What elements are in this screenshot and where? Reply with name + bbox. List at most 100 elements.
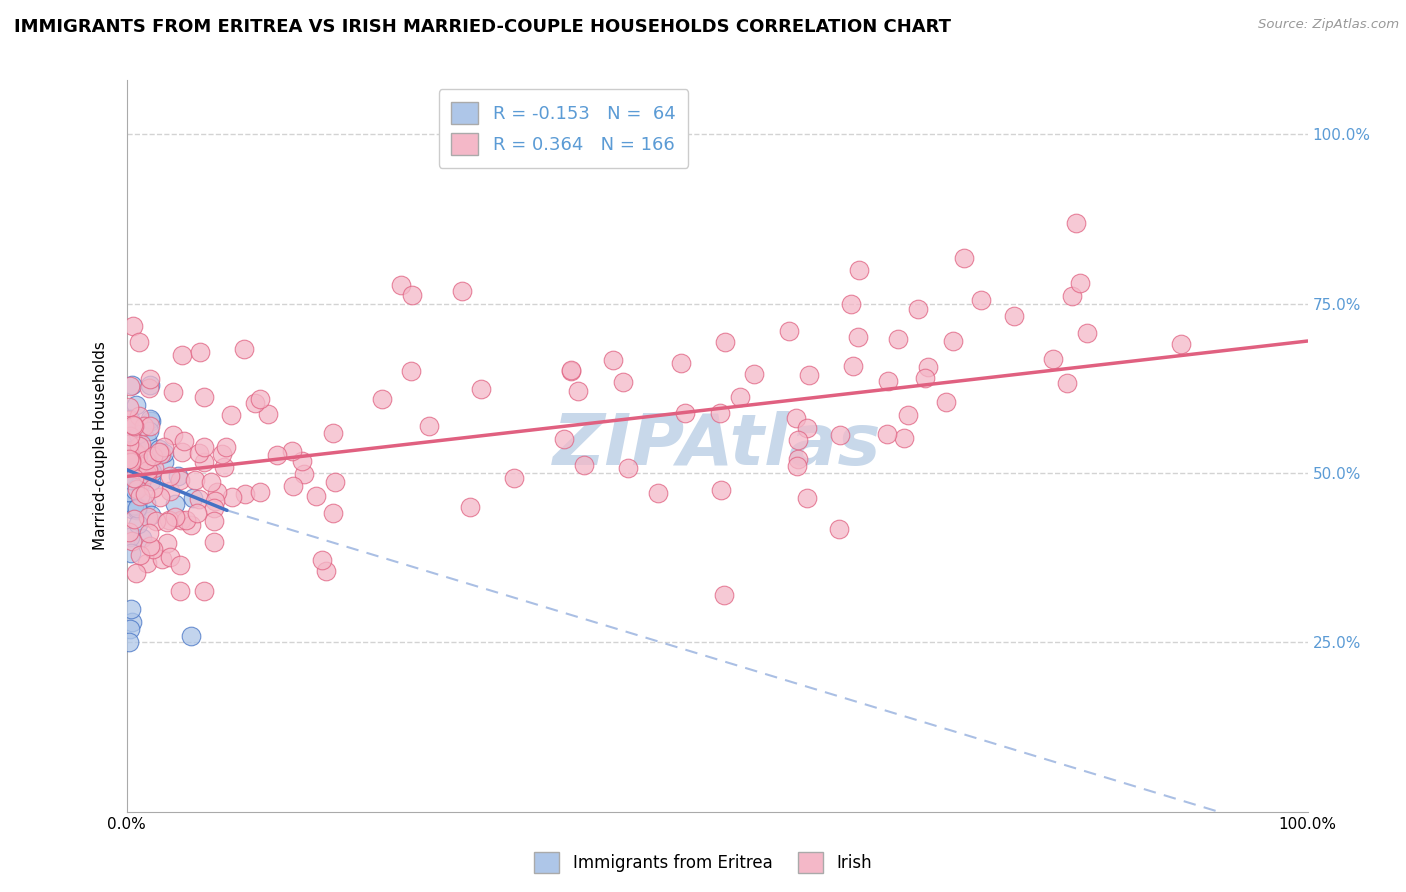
Y-axis label: Married-couple Households: Married-couple Households — [93, 342, 108, 550]
Point — [202, 534, 225, 549]
Point — [169, 473, 191, 487]
Point — [907, 301, 929, 316]
Point — [193, 440, 215, 454]
Legend: Immigrants from Eritrea, Irish: Immigrants from Eritrea, Irish — [527, 846, 879, 880]
Point — [169, 584, 191, 599]
Point — [1060, 289, 1083, 303]
Point — [139, 372, 162, 386]
Point — [828, 522, 851, 536]
Point — [118, 437, 141, 451]
Point — [120, 412, 142, 426]
Point — [914, 371, 936, 385]
Point — [219, 408, 242, 422]
Text: IMMIGRANTS FROM ERITREA VS IRISH MARRIED-COUPLE HOUSEHOLDS CORRELATION CHART: IMMIGRANTS FROM ERITREA VS IRISH MARRIED… — [14, 18, 950, 36]
Point — [315, 564, 337, 578]
Point — [136, 463, 159, 477]
Point — [141, 465, 163, 479]
Point — [450, 284, 472, 298]
Point — [887, 332, 910, 346]
Point — [181, 491, 204, 505]
Point — [129, 470, 152, 484]
Point — [124, 483, 146, 498]
Point — [953, 251, 976, 265]
Point — [612, 375, 634, 389]
Point — [170, 348, 193, 362]
Point — [118, 635, 141, 649]
Point — [617, 461, 640, 475]
Point — [876, 426, 898, 441]
Point — [418, 418, 440, 433]
Point — [136, 433, 159, 447]
Point — [159, 469, 181, 483]
Point — [127, 449, 149, 463]
Point — [120, 601, 142, 615]
Point — [122, 418, 145, 433]
Point — [118, 475, 141, 490]
Point — [281, 479, 304, 493]
Point — [204, 494, 226, 508]
Point — [249, 484, 271, 499]
Point — [138, 526, 160, 541]
Point — [188, 345, 211, 359]
Point — [117, 460, 139, 475]
Point — [322, 506, 344, 520]
Point — [935, 394, 957, 409]
Point — [281, 444, 304, 458]
Point — [728, 390, 751, 404]
Point — [1069, 276, 1091, 290]
Point — [710, 483, 733, 498]
Point — [128, 334, 150, 349]
Point — [128, 439, 150, 453]
Point — [249, 392, 271, 406]
Point — [322, 425, 344, 440]
Point — [148, 442, 170, 457]
Point — [1002, 309, 1025, 323]
Point — [153, 454, 176, 468]
Point — [709, 406, 731, 420]
Point — [714, 335, 737, 350]
Point — [266, 448, 288, 462]
Point — [170, 512, 193, 526]
Point — [117, 447, 139, 461]
Point — [156, 536, 179, 550]
Point — [122, 471, 145, 485]
Point — [135, 557, 157, 571]
Point — [141, 414, 163, 428]
Point — [120, 477, 142, 491]
Point — [142, 449, 165, 463]
Point — [305, 489, 328, 503]
Point — [165, 497, 187, 511]
Point — [134, 419, 156, 434]
Point — [567, 384, 589, 399]
Point — [877, 375, 900, 389]
Point — [1170, 337, 1192, 351]
Point — [202, 514, 225, 528]
Point — [207, 484, 229, 499]
Point — [778, 325, 800, 339]
Point — [713, 588, 735, 602]
Point — [503, 471, 526, 485]
Point — [117, 449, 139, 463]
Point — [138, 424, 160, 438]
Point — [121, 318, 143, 333]
Point — [193, 583, 215, 598]
Point — [141, 508, 163, 523]
Point — [118, 444, 141, 458]
Point — [121, 502, 143, 516]
Point — [148, 445, 170, 459]
Point — [669, 356, 692, 370]
Point — [127, 458, 149, 472]
Point — [138, 381, 160, 395]
Point — [786, 458, 808, 473]
Point — [122, 418, 145, 433]
Point — [257, 408, 280, 422]
Point — [122, 512, 145, 526]
Point — [842, 359, 865, 374]
Point — [157, 514, 180, 528]
Point — [135, 453, 157, 467]
Point — [118, 484, 141, 499]
Point — [136, 509, 159, 524]
Point — [139, 378, 162, 392]
Point — [120, 447, 142, 461]
Point — [796, 491, 818, 505]
